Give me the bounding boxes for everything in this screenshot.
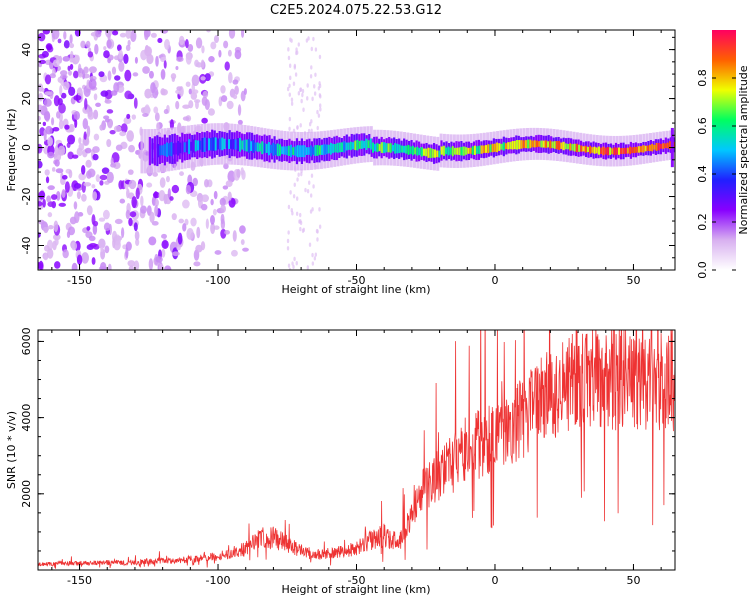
colorbar-tick-label: 0.0 <box>696 261 709 279</box>
colorbar-tick-label: 0.2 <box>696 213 709 231</box>
snr-plot-area <box>38 330 675 569</box>
y-tick-label: 6000 <box>20 327 33 355</box>
snr-ticks: -150 -100 -50 0 50 2000 4000 6000 <box>20 327 675 587</box>
x-tick-label: 0 <box>491 574 498 587</box>
y-tick-label: -20 <box>20 188 33 206</box>
x-tick-label: 0 <box>491 274 498 287</box>
colorbar: 0.0 0.2 0.4 0.6 0.8 Normalized spectral ampl… <box>696 30 750 279</box>
y-tick-label: 40 <box>20 43 33 57</box>
spectrogram-ylabel: Frequency (Hz) <box>5 109 18 192</box>
y-tick-label: 4000 <box>20 404 33 432</box>
y-tick-label: 0 <box>20 144 33 151</box>
spectrogram-ticks: -150 -100 -50 0 50 -40 -20 0 20 40 <box>20 30 675 287</box>
snr-series-line <box>38 330 675 569</box>
x-tick-label: -100 <box>206 274 231 287</box>
x-tick-label: 50 <box>626 274 640 287</box>
spectrogram-heatmap <box>38 30 675 270</box>
colorbar-tick-label: 0.6 <box>696 117 709 135</box>
y-tick-label: 20 <box>20 92 33 106</box>
y-tick-label: 2000 <box>20 480 33 508</box>
colorbar-label: Normalized spectral amplitude <box>737 65 750 234</box>
x-tick-label: -50 <box>348 274 366 287</box>
y-tick-label: -40 <box>20 237 33 255</box>
spectrogram-panel: -150 -100 -50 0 50 -40 -20 0 20 40 Height of stra… <box>5 29 676 296</box>
snr-xlabel: Height of straight line (km) <box>281 583 430 596</box>
figure-title: C2E5.2024.075.22.53.G12 <box>270 3 442 18</box>
snr-panel: -150 -100 -50 0 50 2000 4000 6000 Height of str… <box>5 327 676 596</box>
x-tick-label: -150 <box>67 574 92 587</box>
x-tick-label: -100 <box>206 574 231 587</box>
x-tick-label: -50 <box>348 574 366 587</box>
snr-ylabel: SNR (10 * v/v) <box>5 411 18 489</box>
x-tick-label: -150 <box>67 274 92 287</box>
spectrogram-xlabel: Height of straight line (km) <box>281 283 430 296</box>
colorbar-tick-label: 0.8 <box>696 69 709 87</box>
colorbar-tick-label: 0.4 <box>696 165 709 183</box>
x-tick-label: 50 <box>626 574 640 587</box>
colorbar-gradient <box>712 30 736 270</box>
colorbar-ticks: 0.0 0.2 0.4 0.6 0.8 <box>696 69 736 279</box>
